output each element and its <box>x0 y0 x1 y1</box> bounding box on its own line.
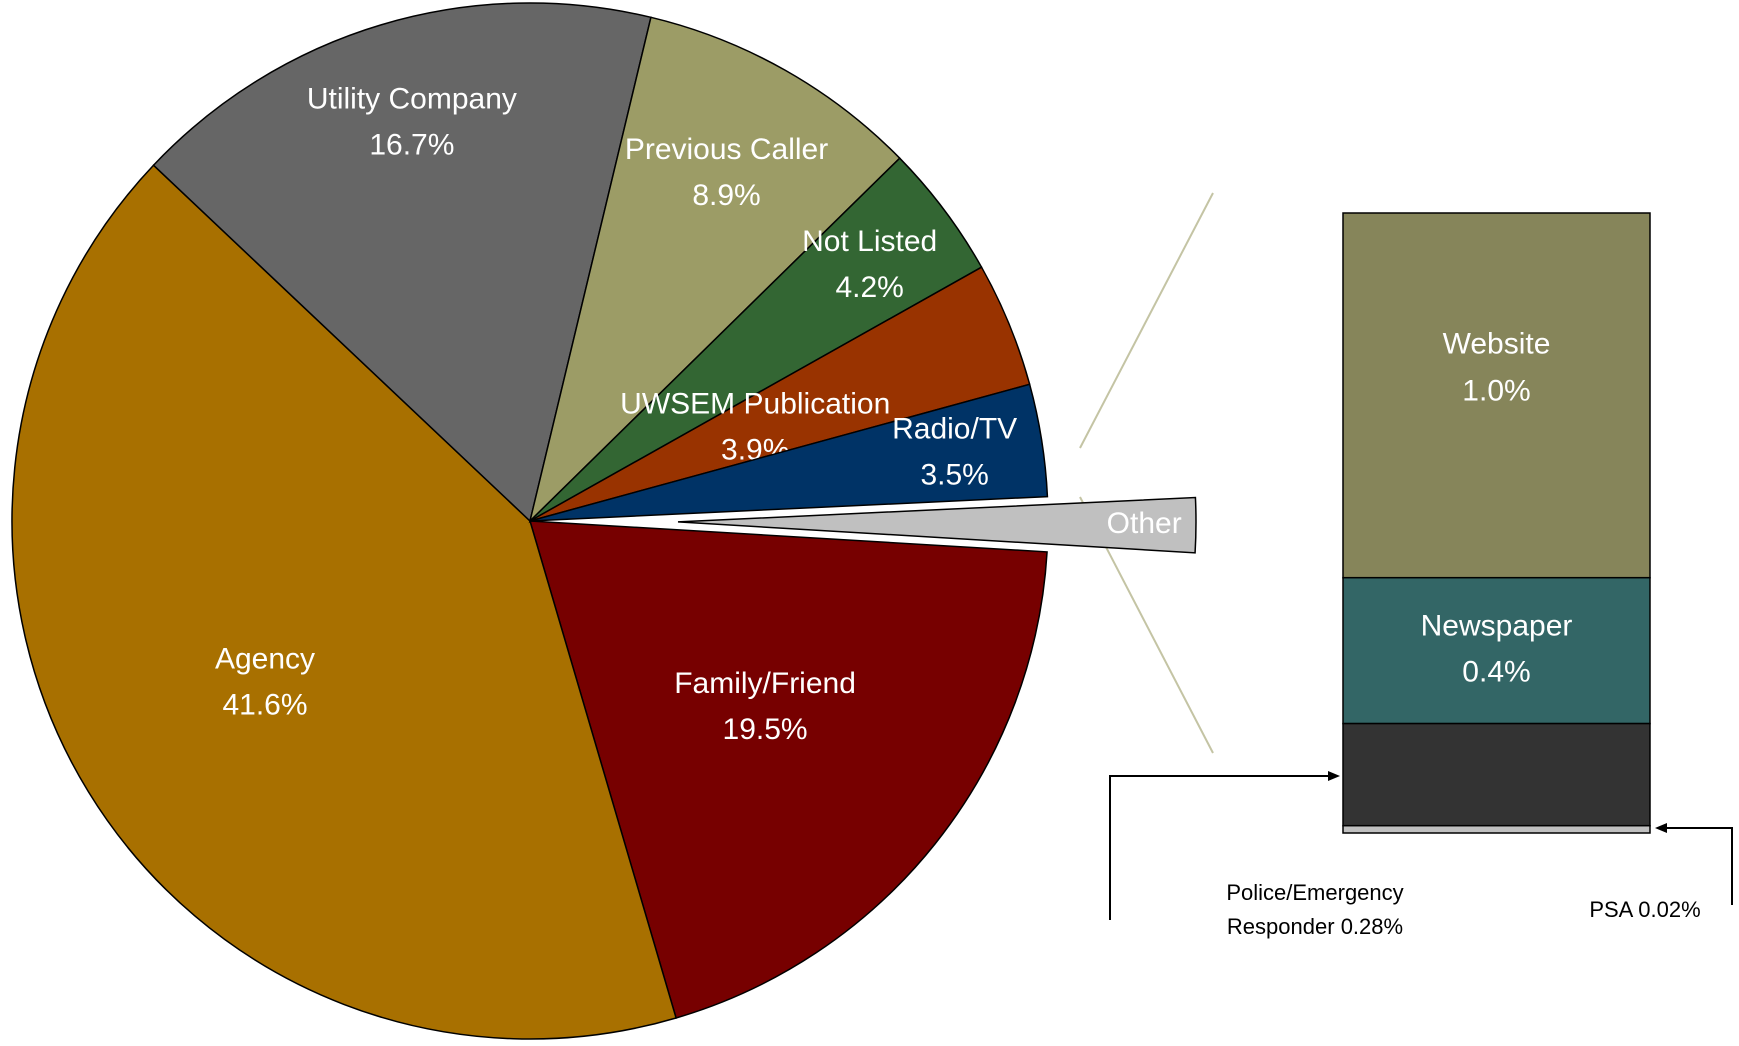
bar-segment <box>1342 576 1651 725</box>
slice-label: Not Listed <box>802 225 937 258</box>
slice-value: 8.9% <box>692 179 760 212</box>
segment-value: 1.0% <box>1462 374 1530 407</box>
callout-name: Police/Emergency Responder <box>1226 880 1404 939</box>
connector-line <box>1079 192 1214 449</box>
callout-value: 0.28% <box>1340 914 1404 939</box>
callout-value: 0.02% <box>1638 897 1701 922</box>
slice-label: UWSEM Publication <box>620 387 890 420</box>
bar-segment <box>1342 722 1651 827</box>
callout-label: Police/Emergency Responder 0.28% <box>1210 876 1420 944</box>
arrow-head <box>1655 823 1667 833</box>
pie-slice <box>528 16 901 524</box>
pie-slice <box>529 383 1049 522</box>
slice-value: 4.2% <box>835 271 903 304</box>
bar-segment <box>1342 212 1651 579</box>
slice-label: Other <box>1107 507 1182 540</box>
slice-label: Previous Caller <box>625 133 828 166</box>
slice-value: 16.7% <box>369 129 454 162</box>
segment-label: Website <box>1443 327 1551 360</box>
pie-slice <box>528 520 1048 1019</box>
callout-arrow <box>1665 827 1733 905</box>
segment-label: Newspaper <box>1421 610 1573 643</box>
slice-value: 3.5% <box>920 459 988 492</box>
bar-segment <box>1342 824 1651 834</box>
pie-slice <box>152 2 652 523</box>
pie-slice <box>11 164 678 1040</box>
callout-label: PSA 0.02% <box>1560 893 1730 927</box>
callout-arrow <box>1109 775 1330 920</box>
pie-slice <box>677 496 1197 554</box>
slice-label: Radio/TV <box>892 413 1017 446</box>
callout-name: PSA <box>1589 897 1633 922</box>
slice-label: Agency <box>215 642 315 675</box>
slice-label: Utility Company <box>307 83 517 116</box>
slice-value: 19.5% <box>723 713 808 746</box>
slice-value: 41.6% <box>222 688 307 721</box>
slice-label: Family/Friend <box>674 667 856 700</box>
segment-value: 0.4% <box>1462 656 1530 689</box>
arrow-head <box>1328 771 1340 781</box>
